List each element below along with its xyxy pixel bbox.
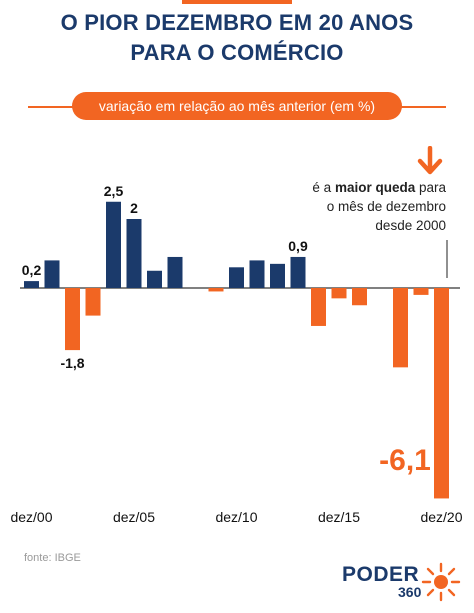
bar-dez-20 (434, 288, 449, 499)
bar-dez-10 (229, 267, 244, 288)
bar-dez-07 (167, 256, 183, 288)
logo-number: 360 (398, 584, 422, 600)
annotation-bold: maior queda (334, 180, 416, 195)
data-label-dez-13: 0,9 (288, 238, 308, 254)
data-label-dez-02: -1,8 (60, 355, 84, 371)
data-label-dez-04: 2,5 (104, 183, 124, 199)
bar-dez-11 (249, 260, 265, 288)
bar-dez-03 (85, 288, 101, 316)
x-tick-label-dez-00: dez/00 (10, 509, 52, 525)
data-label-dez-20: -6,1 (379, 444, 431, 477)
bar-dez-05 (126, 219, 142, 288)
x-tick-label-dez-05: dez/05 (113, 509, 155, 525)
data-label-dez-05: 2 (130, 200, 138, 216)
x-tick-label-dez-10: dez/10 (215, 509, 257, 525)
data-label-dez-00: 0,2 (22, 262, 42, 278)
annotation-part1: é a (312, 180, 335, 195)
bar-dez-14 (311, 288, 326, 326)
source-note: fonte: IBGE (24, 552, 81, 564)
bar-dez-02 (65, 288, 80, 351)
top-accent-bar (182, 0, 292, 4)
bar-dez-16 (352, 288, 367, 306)
bar-dez-00 (24, 281, 39, 288)
annotation-line2: o mês de dezembro (326, 199, 446, 214)
bar-dez-06 (147, 270, 162, 288)
bar-dez-19 (413, 288, 429, 295)
x-tick-label-dez-20: dez/20 (420, 509, 462, 525)
bar-dez-18 (393, 288, 408, 368)
bar-dez-01 (44, 260, 60, 288)
annotation-part2: para (415, 180, 446, 195)
bar-dez-09 (208, 288, 224, 292)
bar-dez-04 (106, 201, 121, 288)
x-tick-label-dez-15: dez/15 (318, 509, 360, 525)
logo-text: PODER (342, 563, 420, 586)
down-arrow-icon (417, 146, 443, 175)
bar-dez-13 (290, 256, 306, 288)
annotation-line3: desde 2000 (375, 218, 446, 233)
sun-logo-icon (421, 562, 461, 602)
chart-title-line1: O PIOR DEZEMBRO EM 20 ANOS (60, 10, 414, 35)
annotation-text: é a maior queda para o mês de dezembro d… (256, 178, 446, 235)
chart-title-line2: PARA O COMÉRCIO (130, 40, 344, 65)
bar-dez-12 (270, 263, 285, 288)
chart-subtitle: variação em relação ao mês anterior (em … (72, 92, 402, 120)
bar-dez-15 (331, 288, 347, 299)
